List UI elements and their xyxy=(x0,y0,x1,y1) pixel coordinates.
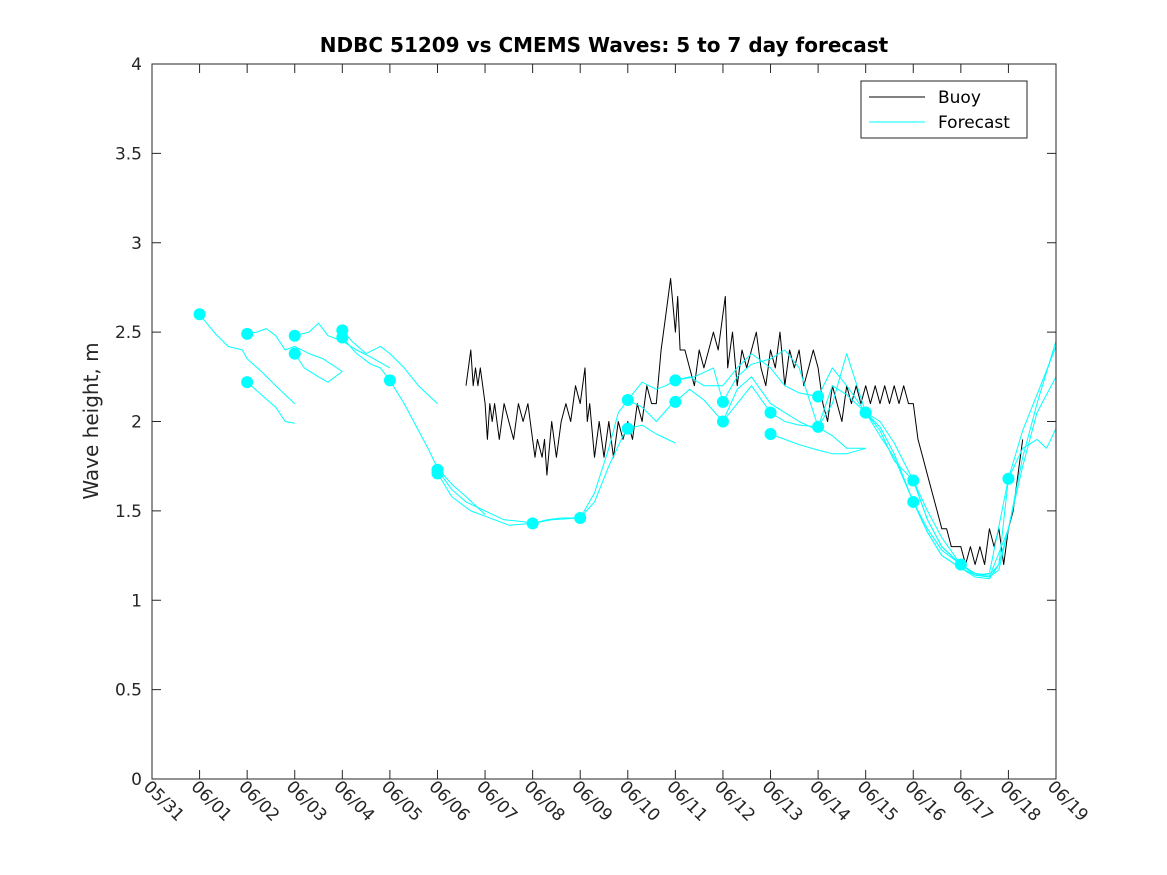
forecast-line-27 xyxy=(960,376,1057,576)
forecast-line-12 xyxy=(579,399,676,519)
forecast-start-marker-20 xyxy=(764,428,777,441)
forecast-line-8 xyxy=(389,380,486,515)
forecast-start-marker-12 xyxy=(574,512,587,525)
forecast-line-1 xyxy=(199,313,296,404)
plot-area xyxy=(193,278,1057,580)
forecast-line-5 xyxy=(294,353,343,383)
forecast-line-28 xyxy=(1007,428,1057,479)
forecast-start-marker-22 xyxy=(812,420,825,433)
y-tick-label-3: 1.5 xyxy=(115,502,142,522)
forecast-start-marker-15 xyxy=(669,374,682,387)
forecast-line-18 xyxy=(722,376,819,431)
forecast-start-marker-4 xyxy=(288,329,301,342)
legend[interactable]: Buoy Forecast xyxy=(860,80,1028,139)
forecast-line-15 xyxy=(675,353,819,397)
forecast-line-7 xyxy=(341,337,391,381)
y-tick-label-8: 4 xyxy=(131,55,142,75)
forecast-line-11 xyxy=(532,428,629,524)
forecast-line-6 xyxy=(341,329,438,404)
forecast-line-26 xyxy=(912,346,1057,580)
forecast-start-marker-13 xyxy=(621,394,634,407)
forecast-line-25 xyxy=(912,340,1057,578)
forecast-start-marker-21 xyxy=(812,390,825,403)
legend-box xyxy=(860,80,1028,139)
forecast-line-20 xyxy=(770,433,866,455)
legend-label-forecast: Forecast xyxy=(938,113,1010,133)
forecast-start-marker-24 xyxy=(859,406,872,419)
buoy-line xyxy=(465,278,1024,565)
y-tick-label-7: 3.5 xyxy=(115,144,142,164)
forecast-start-marker-28 xyxy=(1002,472,1015,485)
y-tick-label-0: 0 xyxy=(131,770,142,790)
forecast-start-marker-18 xyxy=(716,415,729,428)
forecast-line-2 xyxy=(246,381,295,424)
forecast-line-3 xyxy=(247,328,343,372)
forecast-start-marker-7 xyxy=(336,331,349,344)
forecast-line-10 xyxy=(437,473,533,526)
forecast-start-marker-11 xyxy=(526,517,539,530)
y-tick-label-6: 3 xyxy=(131,234,142,254)
y-tick-label-2: 1 xyxy=(131,591,142,611)
forecast-start-marker-27 xyxy=(954,558,967,571)
forecast-start-marker-16 xyxy=(669,395,682,408)
forecast-start-marker-1 xyxy=(193,308,206,321)
y-tick-label-4: 2 xyxy=(131,413,142,433)
forecast-start-marker-25 xyxy=(907,474,920,487)
forecast-line-22 xyxy=(817,385,962,565)
forecast-start-marker-19 xyxy=(764,406,777,419)
forecast-start-marker-3 xyxy=(241,327,254,340)
forecast-line-9 xyxy=(437,469,581,524)
y-tick-label-1: 0.5 xyxy=(115,681,142,701)
forecast-line-4 xyxy=(294,322,391,369)
forecast-start-marker-26 xyxy=(907,495,920,508)
forecast-line-17 xyxy=(722,349,867,428)
forecast-start-marker-8 xyxy=(383,374,396,387)
forecast-start-marker-5 xyxy=(288,347,301,360)
forecast-start-marker-10 xyxy=(431,467,444,480)
chart-title: NDBC 51209 vs CMEMS Waves: 5 to 7 day fo… xyxy=(320,33,889,57)
y-axis-label: Wave height, m xyxy=(79,342,103,499)
forecast-line-14 xyxy=(627,424,676,444)
forecast-line-21 xyxy=(817,367,962,565)
legend-label-buoy: Buoy xyxy=(938,88,981,108)
forecast-start-marker-17 xyxy=(716,395,729,408)
forecast-start-marker-2 xyxy=(241,376,254,389)
forecast-start-marker-14 xyxy=(621,422,634,435)
y-tick-label-5: 2.5 xyxy=(115,323,142,343)
